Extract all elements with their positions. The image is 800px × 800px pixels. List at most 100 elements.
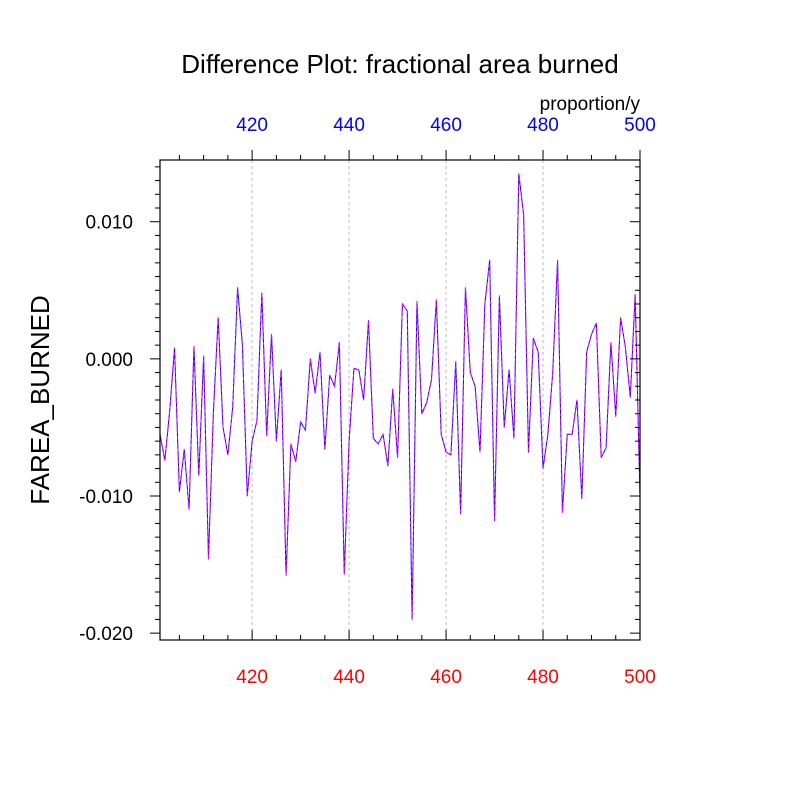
data-point (605, 447, 607, 449)
data-point (382, 433, 384, 435)
data-point (334, 385, 336, 387)
data-point (280, 369, 282, 371)
data-point (518, 173, 520, 175)
data-point (503, 426, 505, 428)
data-point (285, 575, 287, 577)
data-point (169, 410, 171, 412)
data-point (222, 426, 224, 428)
data-point (266, 435, 268, 437)
data-point (557, 259, 559, 261)
data-point (329, 374, 331, 376)
data-point (494, 520, 496, 522)
data-point (591, 333, 593, 335)
y-tick-label: -0.010 (79, 487, 133, 508)
data-point (348, 440, 350, 442)
x-tick-label-top: 460 (430, 115, 462, 136)
data-point (460, 513, 462, 515)
x-tick-label-bottom: 460 (430, 667, 462, 688)
data-point (552, 372, 554, 374)
data-point (300, 421, 302, 423)
data-point (634, 293, 636, 295)
data-point (523, 214, 525, 216)
data-point (600, 457, 602, 459)
data-point (203, 355, 205, 357)
y-tick-label: 0.010 (85, 213, 133, 234)
data-point (508, 369, 510, 371)
data-point (295, 461, 297, 463)
data-point (164, 459, 166, 461)
tick-layer (150, 150, 641, 640)
data-point (241, 344, 243, 346)
data-point (547, 433, 549, 435)
data-point (309, 358, 311, 360)
data-point (469, 372, 471, 374)
data-point (435, 299, 437, 301)
y-axis-label: FAREA_BURNED (25, 295, 55, 505)
data-point (372, 437, 374, 439)
data-point (367, 319, 369, 321)
data-point (178, 491, 180, 493)
data-point (377, 443, 379, 445)
data-point (353, 367, 355, 369)
data-point (304, 429, 306, 431)
chart-title: Difference Plot: fractional area burned (181, 49, 618, 79)
data-point (464, 287, 466, 289)
data-point (455, 361, 457, 363)
data-point (387, 465, 389, 467)
data-point (440, 433, 442, 435)
grid-layer (251, 160, 544, 640)
y-tick-label: 0.000 (85, 350, 133, 371)
data-point (542, 468, 544, 470)
data-point (256, 420, 258, 422)
data-point (261, 292, 263, 294)
data-point (489, 259, 491, 261)
data-point (271, 333, 273, 335)
data-point (566, 433, 568, 435)
data-point (445, 451, 447, 453)
data-point (571, 433, 573, 435)
data-point (426, 402, 428, 404)
data-point (401, 303, 403, 305)
data-point (498, 295, 500, 297)
data-point (532, 337, 534, 339)
data-point (397, 457, 399, 459)
data-point (217, 317, 219, 319)
data-point (358, 369, 360, 371)
data-point (431, 378, 433, 380)
data-point (595, 322, 597, 324)
data-point (450, 454, 452, 456)
x-tick-label-bottom: 420 (236, 667, 268, 688)
data-point (319, 351, 321, 353)
data-point (576, 399, 578, 401)
data-point (246, 495, 248, 497)
data-point (610, 341, 612, 343)
data-point (207, 558, 209, 560)
data-point (198, 474, 200, 476)
data-point (406, 310, 408, 312)
data-point (324, 448, 326, 450)
data-point (411, 618, 413, 620)
series-line-a (159, 173, 641, 620)
x-tick-label-bottom: 480 (527, 667, 559, 688)
data-point (615, 415, 617, 417)
data-point (421, 413, 423, 415)
y-tick-label: -0.020 (79, 624, 133, 645)
data-point (343, 573, 345, 575)
data-point (527, 451, 529, 453)
data-point (314, 392, 316, 394)
data-point (537, 351, 539, 353)
data-point (227, 454, 229, 456)
data-point (474, 385, 476, 387)
data-point (484, 303, 486, 305)
data-point (237, 287, 239, 289)
x-tick-label-bottom: 500 (624, 667, 656, 688)
x-tick-label-top: 500 (624, 115, 656, 136)
data-point (251, 440, 253, 442)
data-point (174, 347, 176, 349)
data-point (581, 498, 583, 500)
data-point (183, 448, 185, 450)
data-point (212, 413, 214, 415)
data-point (513, 437, 515, 439)
data-point (338, 341, 340, 343)
